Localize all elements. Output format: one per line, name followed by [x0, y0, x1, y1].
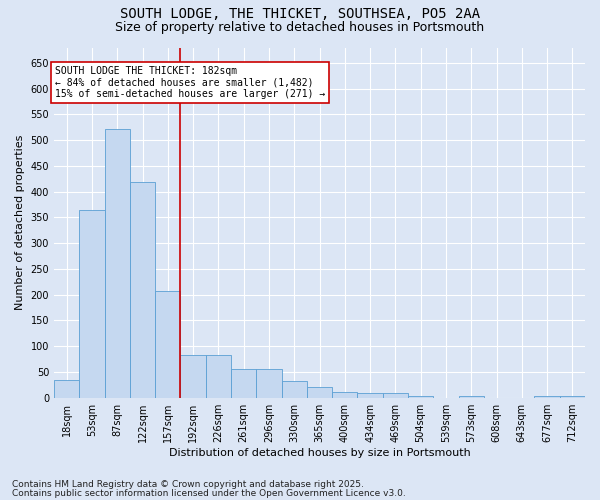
Bar: [206, 356, 231, 398]
Bar: [458, 396, 484, 398]
Bar: [231, 370, 256, 398]
Text: Contains public sector information licensed under the Open Government Licence v3: Contains public sector information licen…: [12, 489, 406, 498]
Bar: [358, 392, 383, 398]
Text: Size of property relative to detached houses in Portsmouth: Size of property relative to detached ho…: [115, 21, 485, 34]
Bar: [54, 380, 79, 398]
Bar: [307, 388, 332, 398]
Bar: [383, 392, 408, 398]
Bar: [130, 182, 155, 398]
Bar: [408, 396, 433, 398]
Bar: [104, 129, 130, 398]
Bar: [560, 396, 585, 398]
Bar: [332, 392, 358, 398]
Bar: [79, 210, 104, 398]
Text: Contains HM Land Registry data © Crown copyright and database right 2025.: Contains HM Land Registry data © Crown c…: [12, 480, 364, 489]
Bar: [535, 396, 560, 398]
Text: SOUTH LODGE, THE THICKET, SOUTHSEA, PO5 2AA: SOUTH LODGE, THE THICKET, SOUTHSEA, PO5 …: [120, 8, 480, 22]
Bar: [281, 380, 307, 398]
Y-axis label: Number of detached properties: Number of detached properties: [15, 135, 25, 310]
Text: SOUTH LODGE THE THICKET: 182sqm
← 84% of detached houses are smaller (1,482)
15%: SOUTH LODGE THE THICKET: 182sqm ← 84% of…: [55, 66, 326, 98]
Bar: [155, 291, 181, 398]
Bar: [181, 356, 206, 398]
Bar: [256, 370, 281, 398]
X-axis label: Distribution of detached houses by size in Portsmouth: Distribution of detached houses by size …: [169, 448, 470, 458]
